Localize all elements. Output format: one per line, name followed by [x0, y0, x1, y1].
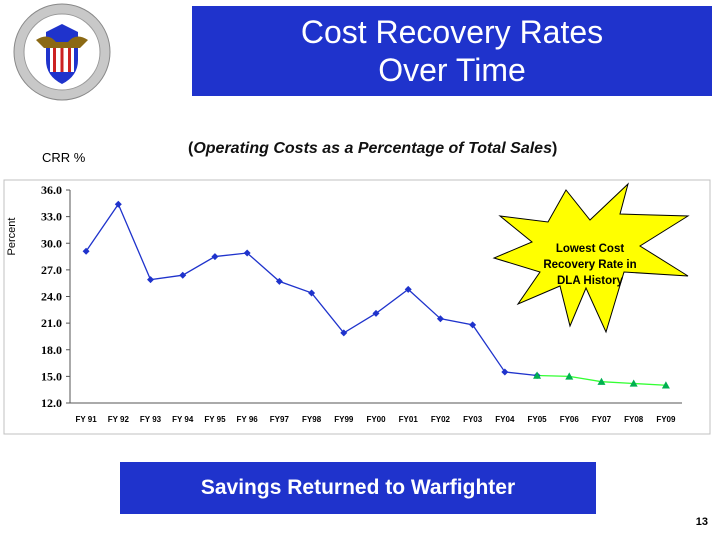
- footer-banner: Savings Returned to Warfighter: [120, 462, 596, 514]
- page-number: 13: [695, 516, 708, 528]
- data-point-actual: [340, 329, 348, 337]
- x-tick-label: FY 95: [204, 415, 226, 424]
- data-point-projected: [565, 372, 574, 380]
- y-tick-label: 15.0: [41, 369, 62, 383]
- x-tick-label: FY01: [399, 415, 419, 424]
- data-point-projected: [661, 381, 670, 389]
- x-tick-label: FY 91: [76, 415, 98, 424]
- y-tick-label: 21.0: [41, 316, 62, 330]
- y-tick-label: 24.0: [41, 290, 62, 304]
- subtitle-text: Operating Costs as a Percentage of Total…: [193, 140, 552, 157]
- y-tick-label: 27.0: [41, 263, 62, 277]
- data-point-actual: [308, 289, 316, 297]
- slide-title: Cost Recovery Rates Over Time: [192, 6, 712, 96]
- y-tick-label: 30.0: [41, 236, 62, 250]
- x-tick-label: FY 92: [108, 415, 130, 424]
- dla-seal-logo: [6, 2, 118, 102]
- data-point-actual: [372, 309, 380, 317]
- data-point-actual: [275, 277, 283, 285]
- data-point-actual: [243, 249, 251, 257]
- callout-line-1: Lowest Cost: [556, 243, 625, 255]
- x-tick-label: FY08: [624, 415, 644, 424]
- callout-starburst: [492, 182, 690, 334]
- y-tick-label: 36.0: [41, 183, 62, 197]
- data-point-actual: [147, 276, 155, 284]
- x-tick-label: FY02: [431, 415, 451, 424]
- crr-label: CRR %: [42, 150, 86, 165]
- chart-subtitle: (Operating Costs as a Percentage of Tota…: [188, 140, 557, 158]
- chart-frame: [3, 179, 711, 435]
- x-tick-label: FY98: [302, 415, 322, 424]
- data-point-projected: [597, 377, 606, 385]
- x-tick-label: FY06: [560, 415, 580, 424]
- x-tick-label: FY 93: [140, 415, 162, 424]
- data-point-actual: [179, 271, 187, 279]
- x-tick-label: FY 96: [237, 415, 259, 424]
- y-tick-label: 12.0: [41, 396, 62, 410]
- title-line-2: Over Time: [378, 52, 526, 88]
- data-point-actual: [211, 253, 219, 261]
- subtitle-close-paren: ): [551, 140, 558, 157]
- y-tick-label: 33.0: [41, 210, 62, 224]
- x-tick-label: FY00: [366, 415, 386, 424]
- title-line-1: Cost Recovery Rates: [300, 14, 604, 50]
- x-tick-label: FY03: [463, 415, 483, 424]
- data-point-actual: [114, 200, 122, 208]
- data-point-projected: [629, 379, 638, 387]
- x-tick-label: FY09: [656, 415, 676, 424]
- y-axis-label: Percent: [6, 218, 18, 256]
- x-tick-label: FY05: [527, 415, 547, 424]
- x-tick-label: FY99: [334, 415, 354, 424]
- data-point-actual: [82, 247, 90, 255]
- data-point-actual: [501, 368, 509, 376]
- x-tick-label: FY97: [270, 415, 290, 424]
- data-point-actual: [404, 285, 412, 293]
- data-point-actual: [469, 321, 477, 329]
- y-tick-label: 18.0: [41, 343, 62, 357]
- x-tick-label: FY04: [495, 415, 515, 424]
- subtitle-open-paren: (: [188, 140, 194, 157]
- cost-recovery-line-chart: 12.0 15.0 18.0 21.0 24.0 27.0 30.0 33.0 36.0 FY 9…: [3, 179, 711, 435]
- callout-line-3: DLA History: [557, 275, 624, 287]
- x-tick-label: FY 94: [172, 415, 194, 424]
- callout-line-2: Recovery Rate in: [543, 259, 636, 271]
- data-point-actual: [436, 315, 444, 323]
- x-tick-label: FY07: [592, 415, 612, 424]
- data-point-projected: [533, 371, 542, 379]
